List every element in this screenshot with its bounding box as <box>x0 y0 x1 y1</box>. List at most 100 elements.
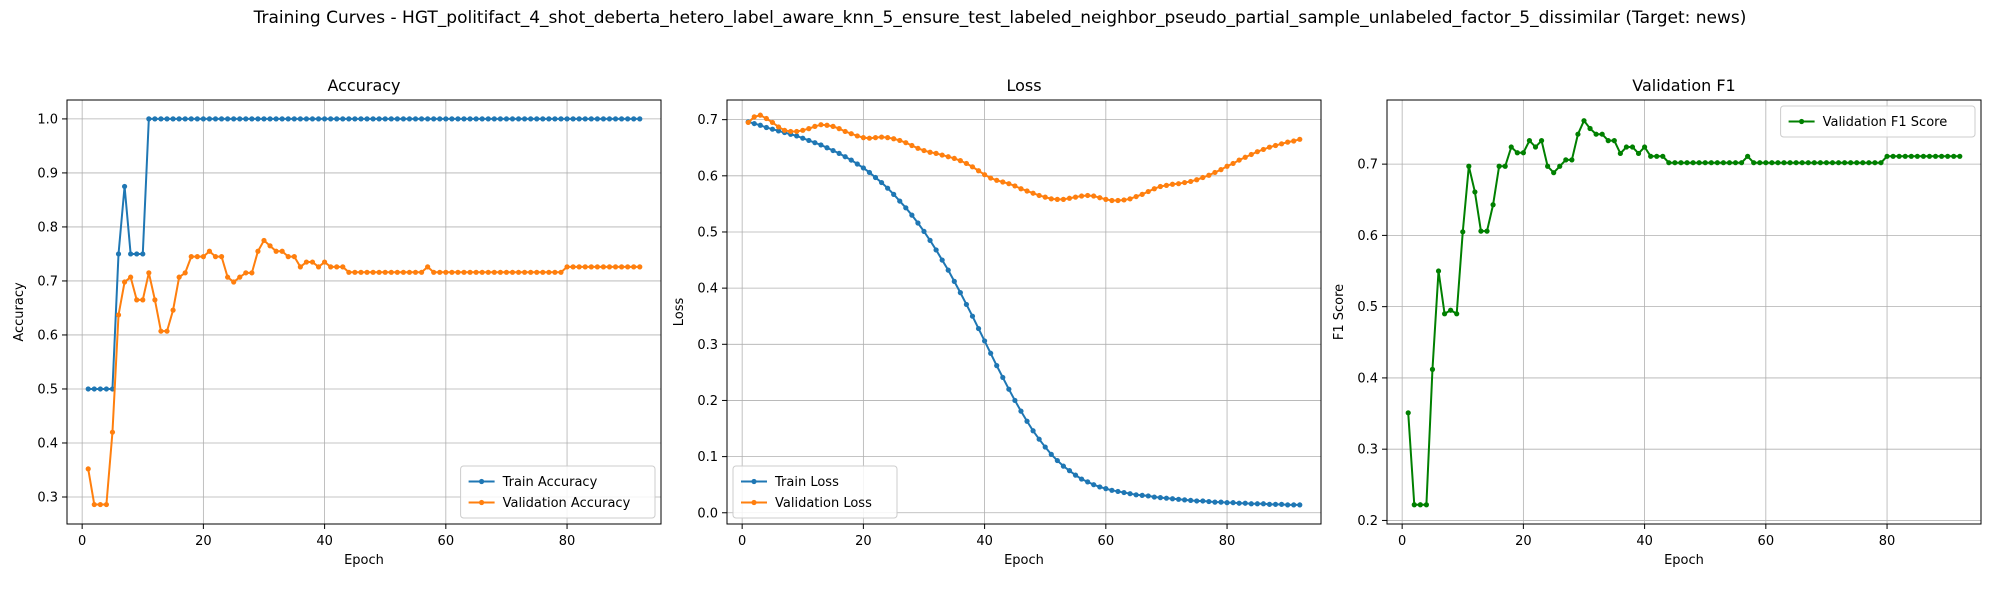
data-point <box>1042 194 1048 200</box>
data-point <box>1127 196 1133 202</box>
y-tick-label: 0.7 <box>1357 158 1378 173</box>
data-point <box>806 126 812 132</box>
data-point <box>1206 172 1212 178</box>
data-point <box>225 274 231 280</box>
data-point <box>315 264 322 270</box>
legend-entry-label: Validation F1 Score <box>1823 115 1948 130</box>
data-point <box>431 269 437 275</box>
data-point <box>558 116 564 122</box>
data-point <box>1194 498 1200 504</box>
data-point <box>1200 498 1206 504</box>
data-point <box>1024 418 1030 424</box>
data-point <box>279 248 285 254</box>
data-point <box>1097 484 1103 490</box>
data-point <box>412 116 419 122</box>
data-point <box>769 126 776 132</box>
data-point <box>1139 191 1145 197</box>
data-point <box>1751 160 1757 166</box>
data-point <box>1545 163 1551 169</box>
data-point <box>1629 144 1636 150</box>
data-point <box>1006 181 1012 187</box>
data-point <box>1248 151 1254 158</box>
data-point <box>1060 463 1066 469</box>
data-point <box>1279 141 1285 147</box>
data-point <box>1212 499 1218 505</box>
data-point <box>491 269 497 275</box>
data-point <box>340 116 346 122</box>
data-point <box>1242 500 1248 506</box>
y-tick-label: 0.4 <box>697 282 718 297</box>
data-point <box>939 152 945 158</box>
data-point <box>334 116 340 122</box>
data-point <box>1957 153 1963 159</box>
data-point <box>1272 142 1279 149</box>
data-point <box>309 259 316 265</box>
data-point <box>1151 186 1157 192</box>
data-point <box>176 274 182 280</box>
data-point <box>1060 196 1066 202</box>
data-point <box>249 270 255 276</box>
data-point <box>1835 160 1842 166</box>
data-point <box>176 116 182 122</box>
data-point <box>1896 153 1902 159</box>
data-point <box>334 264 340 270</box>
y-tick-label: 0.6 <box>37 328 58 343</box>
data-point <box>1230 500 1236 506</box>
data-point <box>860 165 866 171</box>
data-point <box>1024 188 1030 194</box>
x-tick-label: 60 <box>438 534 455 549</box>
data-point <box>1218 499 1224 505</box>
data-point <box>346 269 352 275</box>
data-point <box>1702 160 1708 166</box>
y-tick-label: 0.9 <box>37 166 58 181</box>
data-point <box>1605 138 1611 144</box>
data-point <box>800 127 806 133</box>
data-point <box>1030 190 1036 196</box>
x-tick-label: 60 <box>1098 534 1115 549</box>
data-point <box>830 147 836 154</box>
data-point <box>1872 160 1878 166</box>
data-point <box>1763 160 1769 166</box>
data-point <box>170 307 176 313</box>
data-point <box>957 158 963 164</box>
y-tick-label: 0.5 <box>697 225 718 240</box>
data-point <box>370 269 376 275</box>
data-point <box>418 116 425 122</box>
data-point <box>1109 487 1115 493</box>
y-tick-label: 0.8 <box>37 220 58 235</box>
data-point <box>1884 153 1890 159</box>
data-point <box>1163 182 1170 188</box>
data-point <box>842 154 848 160</box>
data-point <box>352 269 358 275</box>
data-point <box>751 114 757 120</box>
data-point <box>200 254 206 260</box>
data-point <box>303 116 310 122</box>
data-point <box>1163 495 1170 501</box>
data-point <box>382 269 388 275</box>
data-point <box>1866 160 1872 166</box>
data-point <box>1411 502 1417 508</box>
data-point <box>449 269 455 275</box>
data-point <box>909 142 915 149</box>
x-tick-label: 40 <box>316 534 333 549</box>
data-point <box>812 123 818 129</box>
data-point <box>564 264 570 270</box>
data-point <box>1496 163 1502 169</box>
x-tick-label: 0 <box>1398 534 1406 549</box>
legend: Train Accuracy Validation Accuracy <box>460 465 656 519</box>
data-point <box>637 116 643 122</box>
data-point <box>612 116 619 122</box>
data-point <box>594 264 600 270</box>
data-point <box>1054 457 1060 464</box>
data-point <box>570 264 576 270</box>
data-point <box>1611 138 1617 144</box>
data-point <box>394 116 400 122</box>
data-point <box>975 168 982 174</box>
data-point <box>467 269 473 275</box>
data-point <box>1285 139 1291 145</box>
data-point <box>1829 160 1836 166</box>
data-point <box>552 269 558 275</box>
data-point <box>85 386 91 392</box>
series-line-1 <box>88 117 640 390</box>
